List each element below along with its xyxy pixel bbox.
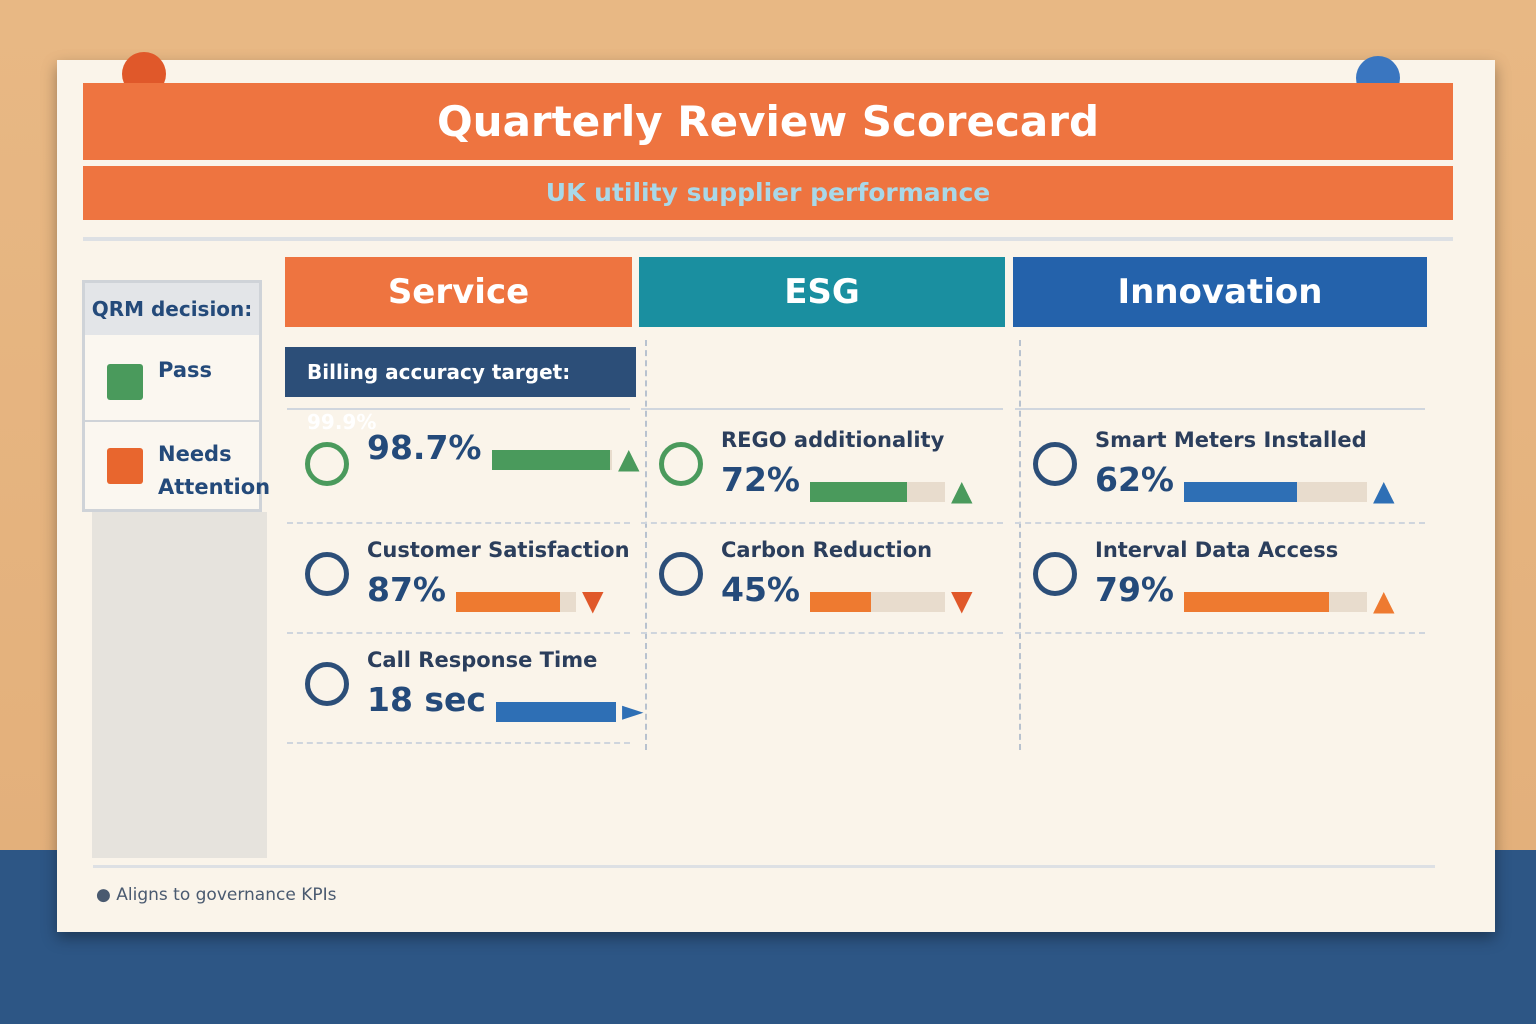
kpi-icon — [659, 552, 703, 596]
kpi-icon — [1033, 552, 1077, 596]
footer-note: ● Aligns to governance KPIs — [96, 885, 337, 905]
title: Quarterly Review Scorecard — [83, 83, 1453, 160]
kpi-label: Interval Data Access — [1095, 538, 1339, 562]
footer-text: Aligns to governance KPIs — [116, 885, 337, 905]
divider — [85, 420, 259, 422]
kpi-icon — [1033, 442, 1077, 486]
row-divider — [1015, 522, 1425, 524]
bar-fill — [1184, 482, 1298, 502]
bar-fill — [810, 592, 871, 612]
row-divider — [287, 522, 630, 524]
column-header: ESG — [639, 257, 1005, 327]
bar-fill — [1184, 592, 1329, 612]
trend-arrow: ▲ — [951, 474, 973, 507]
divider — [83, 237, 1453, 241]
bar-fill — [456, 592, 561, 612]
divider — [93, 865, 1435, 868]
trend-arrow: ▼ — [582, 584, 604, 617]
decision-icon — [107, 364, 143, 400]
kpi-value: 79% — [1095, 570, 1174, 609]
kpi-label: REGO additionality — [721, 428, 945, 452]
target: Billing accuracy target: 99.9% — [285, 347, 636, 434]
kpi-label: Smart Meters Installed — [1095, 428, 1367, 452]
kpi-icon — [305, 662, 349, 706]
decision-label: QRM decision: — [85, 283, 259, 335]
column-separator — [645, 340, 647, 750]
kpi-value: 87% — [367, 570, 446, 609]
bar-fill — [492, 450, 611, 470]
kpi-label: Carbon Reduction — [721, 538, 933, 562]
sidebar — [92, 512, 267, 858]
kpi-value: 62% — [1095, 460, 1174, 499]
row-divider — [641, 522, 1003, 524]
trend-arrow: ► — [622, 694, 644, 727]
row-divider — [287, 742, 630, 744]
kpi-icon — [305, 442, 349, 486]
row-divider — [287, 632, 630, 634]
subtitle: UK utility supplier performance — [83, 166, 1453, 220]
kpi-icon — [659, 442, 703, 486]
row-divider — [287, 408, 630, 410]
bar-fill — [496, 702, 616, 722]
trend-arrow: ▲ — [1373, 584, 1395, 617]
decision-option: Pass — [158, 358, 212, 382]
trend-arrow: ▲ — [1373, 474, 1395, 507]
decision-option: Needs Attention — [158, 442, 271, 499]
bar-fill — [810, 482, 908, 502]
row-divider — [641, 408, 1003, 410]
trend-arrow: ▼ — [951, 584, 973, 617]
row-divider — [1015, 408, 1425, 410]
kpi-value: 72% — [721, 460, 800, 499]
kpi-value: 45% — [721, 570, 800, 609]
decision-icon — [107, 448, 143, 484]
kpi-label: Call Response Time — [367, 648, 598, 672]
trend-arrow: ▲ — [618, 442, 640, 475]
column-header: Service — [285, 257, 632, 327]
kpi-value: 98.7% — [367, 428, 482, 467]
column-header: Innovation — [1013, 257, 1427, 327]
row-divider — [1015, 632, 1425, 634]
column-separator — [1019, 340, 1021, 750]
kpi-label: Customer Satisfaction — [367, 538, 630, 562]
row-divider — [641, 632, 1003, 634]
kpi-value: 18 sec — [367, 680, 486, 719]
kpi-icon — [305, 552, 349, 596]
